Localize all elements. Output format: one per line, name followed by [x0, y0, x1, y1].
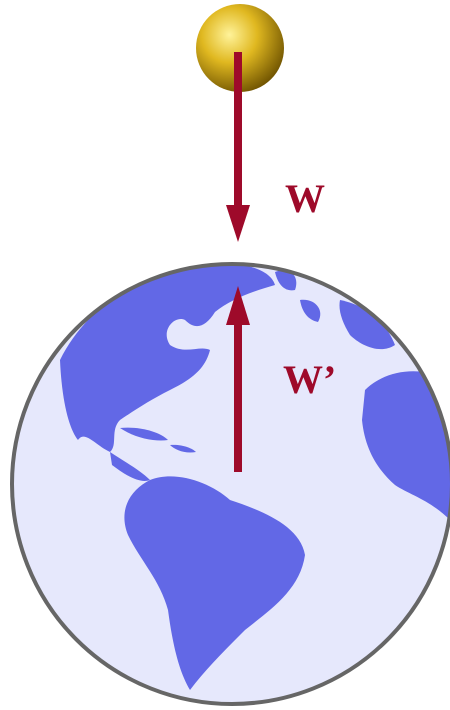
earth [10, 262, 450, 706]
ball [196, 4, 284, 92]
continents [60, 264, 450, 690]
reaction-arrow [226, 286, 250, 472]
earth-outline [10, 262, 450, 706]
weight-arrow [226, 52, 250, 242]
weight-label: W [285, 176, 325, 221]
reaction-label: W’ [283, 357, 336, 402]
